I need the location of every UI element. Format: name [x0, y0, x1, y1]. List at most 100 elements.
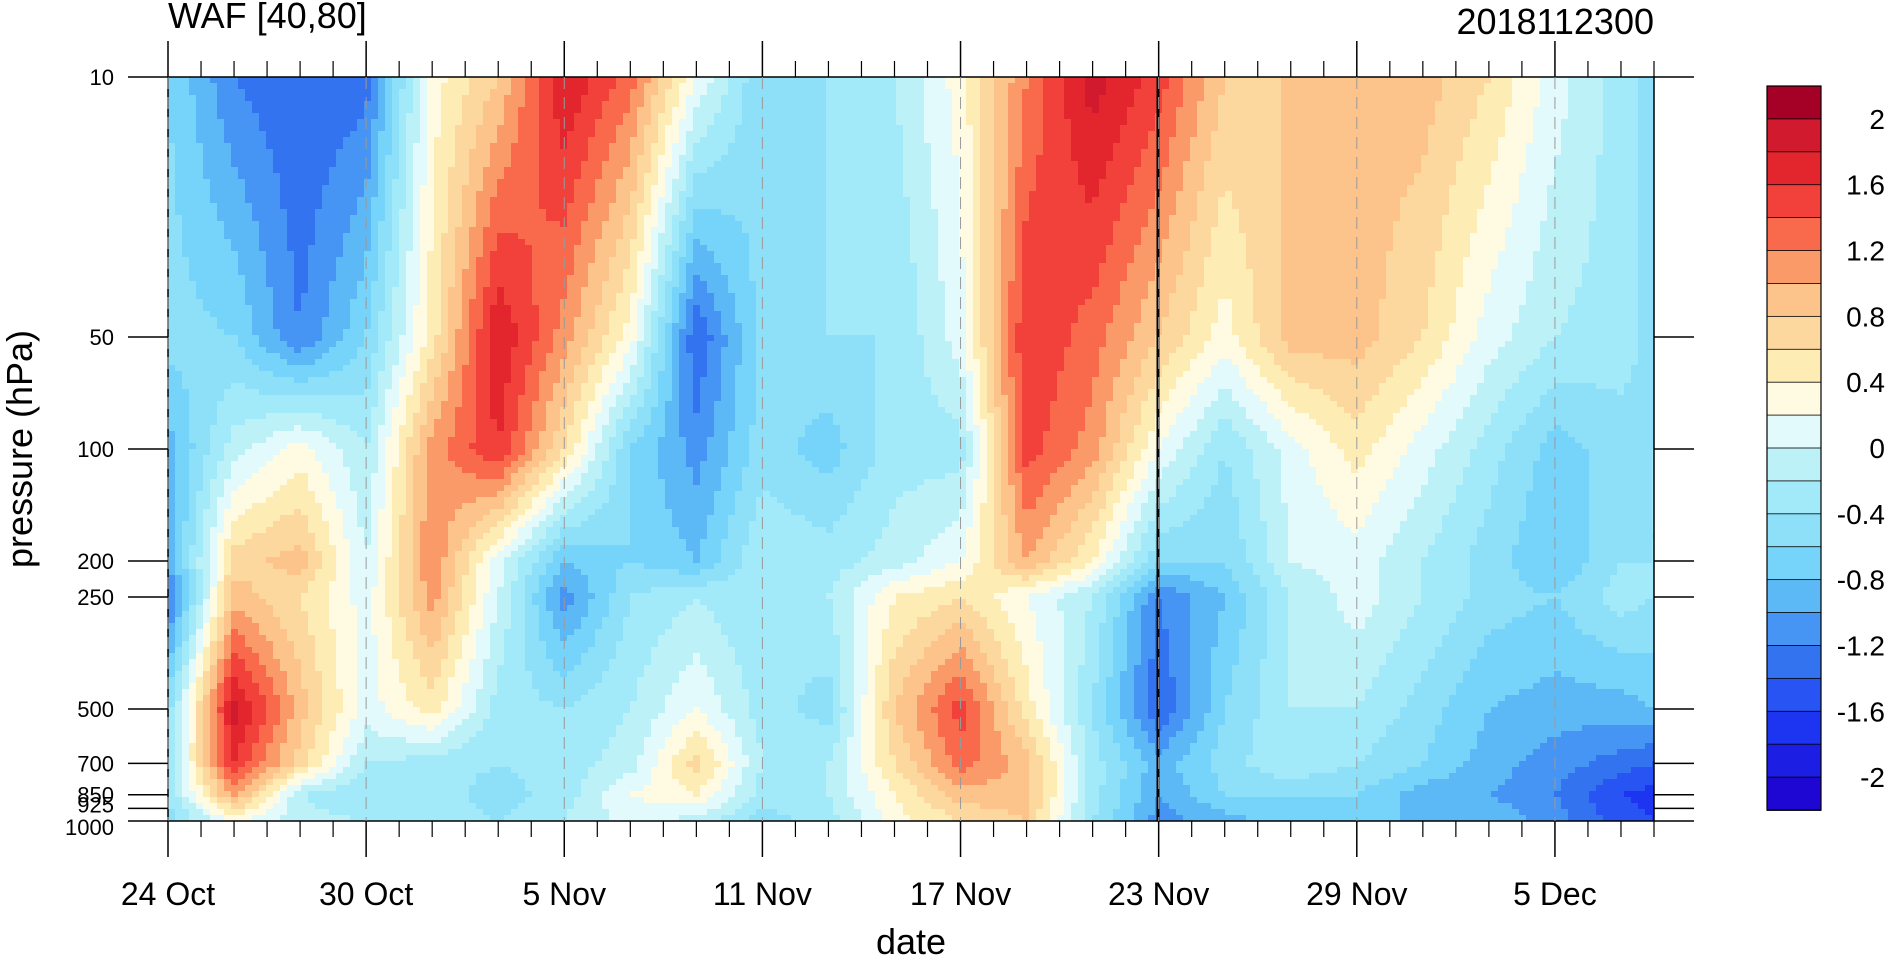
- contour-cell: [518, 161, 526, 168]
- contour-cell: [1057, 77, 1065, 84]
- contour-cell: [287, 101, 295, 108]
- contour-cell: [847, 125, 855, 132]
- contour-cell: [322, 179, 330, 186]
- contour-cell: [581, 149, 589, 156]
- contour-cell: [1169, 119, 1177, 126]
- contour-cell: [1281, 113, 1289, 120]
- contour-cell: [294, 113, 302, 120]
- contour-cell: [980, 203, 988, 210]
- contour-cell: [462, 179, 470, 186]
- contour-cell: [1148, 167, 1156, 174]
- contour-cell: [1617, 101, 1625, 108]
- contour-cell: [1540, 179, 1548, 186]
- contour-cell: [203, 119, 211, 126]
- contour-cell: [308, 161, 316, 168]
- contour-cell: [1463, 197, 1471, 204]
- contour-cell: [658, 101, 666, 108]
- contour-cell: [1337, 167, 1345, 174]
- contour-cell: [1365, 101, 1373, 108]
- contour-cell: [266, 197, 274, 204]
- contour-cell: [392, 83, 400, 90]
- contour-cell: [504, 209, 512, 216]
- contour-cell: [1638, 77, 1646, 84]
- contour-cell: [350, 185, 358, 192]
- contour-cell: [189, 209, 197, 216]
- contour-cell: [777, 113, 785, 120]
- contour-cell: [1190, 179, 1198, 186]
- contour-cell: [826, 209, 834, 216]
- contour-cell: [1330, 167, 1338, 174]
- contour-cell: [1127, 77, 1135, 84]
- contour-cell: [364, 209, 372, 216]
- contour-cell: [1148, 89, 1156, 96]
- contour-cell: [707, 131, 715, 138]
- contour-cell: [1050, 203, 1058, 210]
- contour-cell: [945, 125, 953, 132]
- contour-cell: [1078, 209, 1086, 216]
- contour-cell: [259, 113, 267, 120]
- contour-cell: [763, 125, 771, 132]
- contour-cell: [1645, 107, 1653, 114]
- contour-cell: [609, 179, 617, 186]
- contour-cell: [238, 83, 246, 90]
- contour-cell: [1582, 89, 1590, 96]
- contour-cell: [434, 143, 442, 150]
- contour-cell: [364, 203, 372, 210]
- contour-cell: [658, 215, 666, 222]
- contour-cell: [1603, 83, 1611, 90]
- contour-cell: [1547, 83, 1555, 90]
- contour-cell: [1029, 83, 1037, 90]
- contour-cell: [980, 161, 988, 168]
- contour-cell: [1246, 83, 1254, 90]
- contour-cell: [672, 209, 680, 216]
- contour-cell: [413, 173, 421, 180]
- contour-cell: [413, 107, 421, 114]
- contour-cell: [1435, 167, 1443, 174]
- contour-cell: [189, 77, 197, 84]
- contour-cell: [287, 173, 295, 180]
- contour-cell: [245, 89, 253, 96]
- contour-cell: [427, 83, 435, 90]
- contour-cell: [1008, 149, 1016, 156]
- contour-cell: [518, 119, 526, 126]
- contour-cell: [1400, 203, 1408, 210]
- contour-cell: [364, 143, 372, 150]
- contour-cell: [672, 161, 680, 168]
- contour-cell: [1386, 119, 1394, 126]
- contour-cell: [532, 203, 540, 210]
- contour-cell: [1183, 101, 1191, 108]
- contour-cell: [1393, 113, 1401, 120]
- contour-cell: [574, 125, 582, 132]
- contour-cell: [728, 167, 736, 174]
- contour-cell: [462, 203, 470, 210]
- contour-cell: [1211, 137, 1219, 144]
- contour-cell: [1400, 143, 1408, 150]
- contour-cell: [630, 185, 638, 192]
- contour-cell: [686, 89, 694, 96]
- contour-cell: [322, 113, 330, 120]
- contour-cell: [616, 167, 624, 174]
- contour-cell: [756, 101, 764, 108]
- contour-cell: [301, 119, 309, 126]
- contour-cell: [1421, 113, 1429, 120]
- contour-cell: [1442, 203, 1450, 210]
- contour-cell: [245, 119, 253, 126]
- contour-cell: [441, 185, 449, 192]
- contour-cell: [301, 137, 309, 144]
- contour-cell: [1162, 179, 1170, 186]
- contour-cell: [1645, 143, 1653, 150]
- contour-cell: [350, 161, 358, 168]
- contour-cell: [777, 185, 785, 192]
- contour-cell: [714, 173, 722, 180]
- contour-cell: [420, 167, 428, 174]
- contour-cell: [1421, 173, 1429, 180]
- contour-cell: [1043, 191, 1051, 198]
- contour-cell: [1029, 179, 1037, 186]
- contour-cell: [602, 77, 610, 84]
- contour-cell: [1246, 173, 1254, 180]
- contour-cell: [1316, 131, 1324, 138]
- contour-cell: [273, 113, 281, 120]
- contour-cell: [378, 113, 386, 120]
- contour-cell: [1253, 95, 1261, 102]
- contour-cell: [700, 89, 708, 96]
